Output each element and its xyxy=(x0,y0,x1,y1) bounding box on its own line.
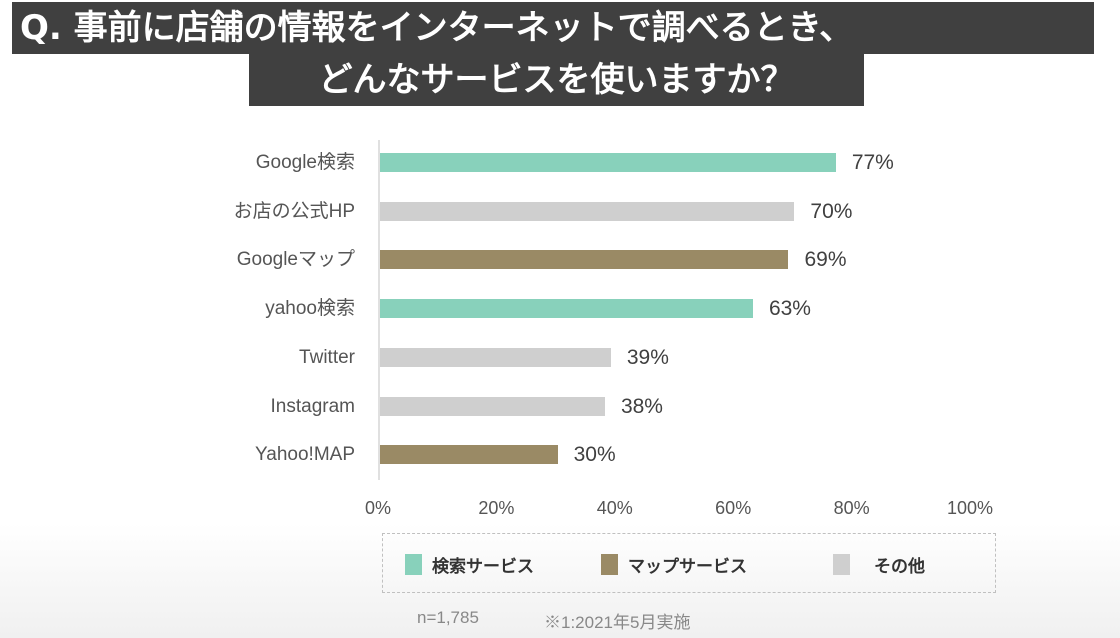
category-label: Google検索 xyxy=(255,152,355,173)
category-label: お店の公式HP xyxy=(233,200,355,222)
legend-swatch xyxy=(601,554,618,575)
legend-swatch xyxy=(405,554,422,575)
legend-swatch xyxy=(833,554,850,575)
bar-search xyxy=(380,153,836,172)
x-tick-label: 0% xyxy=(364,498,392,518)
y-axis-line xyxy=(378,140,380,480)
legend-item-search: 検索サービス xyxy=(405,552,534,577)
bar-map xyxy=(380,250,789,270)
value-label: 30% xyxy=(573,443,616,467)
question-title-line-2: どんなサービスを使いますか？ xyxy=(249,54,864,106)
bar-map xyxy=(380,445,558,465)
value-label: 70% xyxy=(810,199,853,223)
value-label: 38% xyxy=(620,394,663,418)
bar-other xyxy=(380,396,605,416)
x-tick-label: 40% xyxy=(596,498,633,518)
legend-label: その他 xyxy=(874,557,925,577)
sample-size-note: n=1,785 xyxy=(417,608,479,627)
legend-label: 検索サービス xyxy=(432,557,534,577)
value-label: 77% xyxy=(851,151,894,174)
category-label: yahoo検索 xyxy=(265,298,355,320)
chart-legend: 検索サービス マップサービス その他 xyxy=(382,533,996,593)
legend-item-map: マップサービス xyxy=(601,552,747,577)
survey-date-note: ※1:2021年5月実施 xyxy=(544,613,691,632)
category-label: Yahoo!MAP xyxy=(255,444,355,466)
x-tick-label: 100% xyxy=(946,498,994,518)
bar-other xyxy=(380,201,795,221)
question-title-line-1: Q. 事前に店舗の情報をインターネットで調べるとき、 xyxy=(12,2,1094,54)
category-label: Googleマップ xyxy=(236,249,355,271)
legend-item-other: その他 xyxy=(833,552,925,577)
category-label: Instagram xyxy=(270,395,355,417)
legend-label: マップサービス xyxy=(628,557,747,577)
x-tick-label: 60% xyxy=(715,498,752,518)
x-tick-label: 20% xyxy=(478,498,515,518)
category-label: Twitter xyxy=(299,346,355,368)
bar-other xyxy=(380,347,611,367)
value-label: 39% xyxy=(626,345,669,369)
value-label: 69% xyxy=(804,248,847,272)
bar-search xyxy=(380,299,753,319)
value-label: 63% xyxy=(768,297,811,321)
x-tick-label: 80% xyxy=(833,498,870,518)
